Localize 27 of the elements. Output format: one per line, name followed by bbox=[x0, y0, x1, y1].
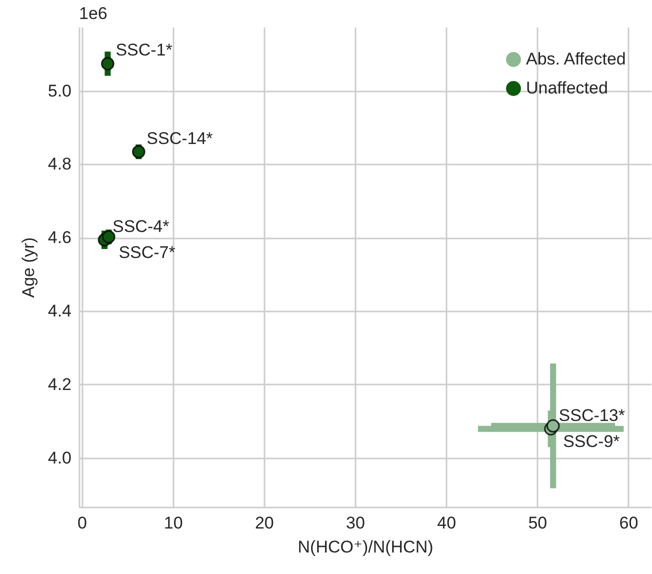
annotation: SSC-1* bbox=[116, 40, 173, 60]
x-axis-title: N(HCO⁺)/N(HCN) bbox=[298, 538, 434, 556]
y-tick-label: 4.2 bbox=[48, 374, 72, 394]
x-tick-label: 60 bbox=[619, 514, 638, 532]
y-tick-label: 4.4 bbox=[48, 302, 72, 321]
x-tick-label: 10 bbox=[164, 514, 183, 532]
x-tick-label: 0 bbox=[78, 514, 87, 532]
point bbox=[546, 419, 560, 433]
x-tick-label: 30 bbox=[346, 514, 365, 532]
y-tick-label: 4.8 bbox=[48, 154, 72, 174]
x-tick-label: 50 bbox=[528, 514, 548, 532]
x-tick-label: 20 bbox=[254, 514, 274, 532]
x-tick-label: 40 bbox=[437, 514, 456, 532]
annotation: SSC-7* bbox=[118, 242, 176, 262]
y-tick-label: 4.0 bbox=[48, 448, 72, 468]
point bbox=[132, 145, 146, 158]
y-tick-label: 4.6 bbox=[48, 228, 72, 248]
y-axis-title: Age (yr) bbox=[18, 237, 38, 298]
text: 1e6 bbox=[79, 4, 108, 23]
point bbox=[101, 57, 114, 70]
legend-label: Abs. Affected bbox=[526, 50, 626, 68]
legend-label: Unaffected bbox=[526, 78, 608, 98]
y-tick-label: 5.0 bbox=[48, 81, 72, 100]
annotation: SSC-13* bbox=[558, 406, 626, 425]
annotation: SSC-14* bbox=[146, 128, 214, 148]
annotation: SSC-4* bbox=[112, 216, 170, 236]
annotation: SSC-9* bbox=[563, 432, 620, 451]
